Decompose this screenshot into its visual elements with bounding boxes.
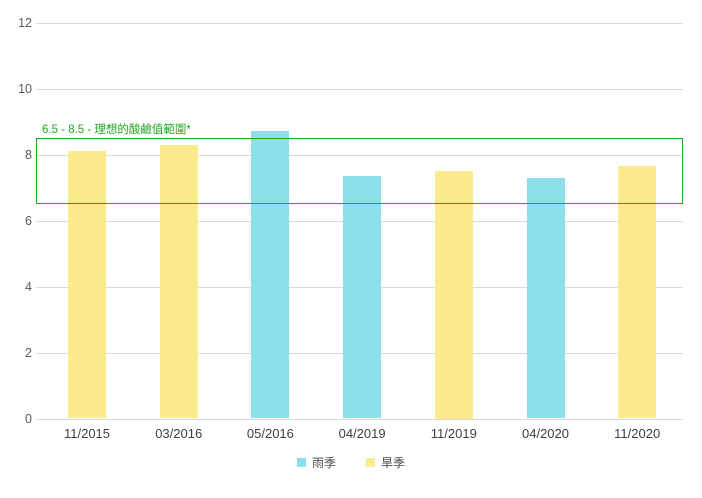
x-axis-label: 03/2016 — [155, 426, 203, 441]
bar-04/2020[interactable] — [526, 177, 565, 419]
y-axis-tick-label: 10 — [18, 81, 32, 96]
ideal-range-box — [36, 138, 683, 204]
bar-11/2015[interactable] — [68, 151, 106, 419]
y-axis-tick-label: 12 — [18, 15, 32, 30]
ideal-range-label: 6.5 - 8.5 - 理想的酸鹼值範圍* — [42, 124, 191, 136]
y-axis-tick-label: 8 — [25, 147, 32, 162]
legend-item-1[interactable]: 雨季 — [296, 454, 336, 471]
y-axis-tick-label: 2 — [25, 345, 32, 360]
x-axis-label: 05/2016 — [246, 426, 294, 441]
legend-color-swatch-icon — [366, 458, 375, 467]
x-axis-label: 04/2020 — [522, 426, 569, 441]
x-axis-label: 04/2019 — [338, 426, 386, 441]
bar-05/2016[interactable] — [251, 131, 290, 419]
x-axis-label: 11/2015 — [63, 426, 111, 441]
legend-label: 雨季 — [311, 456, 336, 470]
legend: 雨季 旱季 — [0, 454, 702, 471]
gridline — [36, 154, 683, 156]
legend-color-swatch-icon — [296, 458, 306, 467]
y-axis-tick-label: 4 — [25, 279, 32, 294]
y-axis-tick-label: 0 — [25, 411, 32, 426]
bar-11/2019[interactable] — [434, 171, 473, 419]
x-axis-label: 11/2020 — [614, 426, 661, 441]
gridline — [36, 418, 683, 420]
legend-item-2[interactable]: 旱季 — [366, 454, 405, 471]
legend-label: 旱季 — [381, 456, 406, 470]
bar-03/2016[interactable] — [159, 144, 198, 419]
bar-11/2020[interactable] — [618, 166, 657, 419]
gridline — [36, 22, 683, 24]
x-axis-label: 11/2019 — [430, 426, 477, 441]
gridline — [36, 88, 683, 90]
bar-04/2019[interactable] — [343, 175, 382, 419]
y-axis-tick-label: 6 — [25, 213, 32, 228]
